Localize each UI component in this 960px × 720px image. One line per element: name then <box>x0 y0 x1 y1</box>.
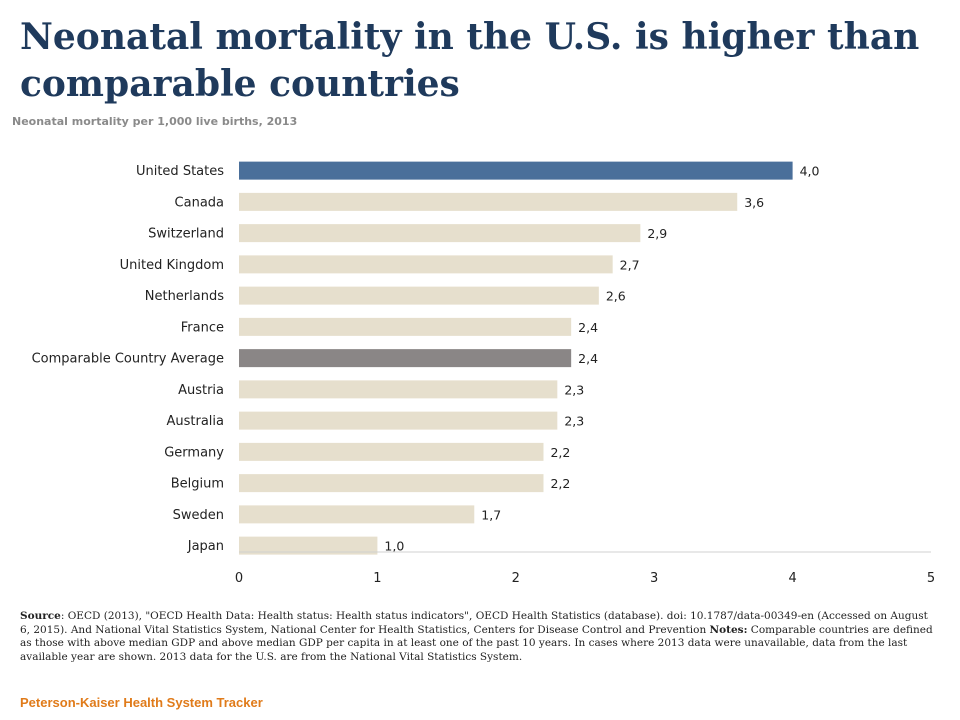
bar <box>239 317 572 336</box>
bar <box>239 380 558 399</box>
category-label: Canada <box>175 195 224 210</box>
chart-title: Neonatal mortality in the U.S. is higher… <box>20 16 920 105</box>
source-text: : OECD (2013), "OECD Health Data: Health… <box>20 610 928 636</box>
x-tick-label: 4 <box>788 571 796 586</box>
notes-label: Notes: <box>709 623 748 636</box>
x-tick-label: 5 <box>927 571 935 586</box>
bar <box>239 474 544 493</box>
bar <box>239 442 544 461</box>
chart-subtitle: Neonatal mortality per 1,000 live births… <box>12 115 298 128</box>
category-label: Netherlands <box>145 289 224 304</box>
value-label: 2,3 <box>564 414 584 429</box>
x-tick-label: 0 <box>235 571 243 586</box>
value-label: 2,2 <box>550 445 570 460</box>
x-tick-label: 3 <box>650 571 658 586</box>
source-note: Source: OECD (2013), "OECD Health Data: … <box>20 610 940 664</box>
category-label: Japan <box>187 539 224 554</box>
bar <box>239 161 793 180</box>
value-label: 2,4 <box>578 351 598 366</box>
category-label: Austria <box>178 383 224 398</box>
bar <box>239 349 572 368</box>
category-label: Belgium <box>171 477 224 492</box>
x-tick-label: 1 <box>373 571 381 586</box>
x-tick-label: 2 <box>512 571 520 586</box>
value-label: 4,0 <box>800 164 820 179</box>
category-label: Sweden <box>173 508 224 523</box>
bar <box>239 411 558 430</box>
value-label: 2,6 <box>606 289 626 304</box>
value-label: 2,3 <box>564 382 584 397</box>
category-label: United Kingdom <box>120 258 224 273</box>
bar-chart: United States 4,0 Canada 3,6 Switzerland 2,9 U… <box>32 161 935 586</box>
bar <box>239 505 475 524</box>
value-label: 1,0 <box>384 539 404 554</box>
bar <box>239 536 378 555</box>
value-label: 2,9 <box>647 226 667 241</box>
notes-text: Comparable countries are defined as thos… <box>20 623 933 663</box>
category-label: United States <box>136 164 224 179</box>
source-label: Source <box>20 610 61 622</box>
bar <box>239 286 599 305</box>
category-label: Germany <box>164 445 224 460</box>
category-label: Comparable Country Average <box>32 352 224 367</box>
category-label: Australia <box>166 414 224 429</box>
category-label: France <box>181 320 224 335</box>
value-label: 2,7 <box>620 257 640 272</box>
category-label: Switzerland <box>148 227 224 242</box>
bar <box>239 255 613 274</box>
value-label: 2,4 <box>578 320 598 335</box>
value-label: 3,6 <box>744 195 764 210</box>
value-label: 1,7 <box>481 507 501 522</box>
bar <box>239 192 738 211</box>
bar <box>239 224 641 243</box>
value-label: 2,2 <box>550 476 570 491</box>
brand-footer: Peterson-Kaiser Health System Tracker <box>20 695 263 710</box>
